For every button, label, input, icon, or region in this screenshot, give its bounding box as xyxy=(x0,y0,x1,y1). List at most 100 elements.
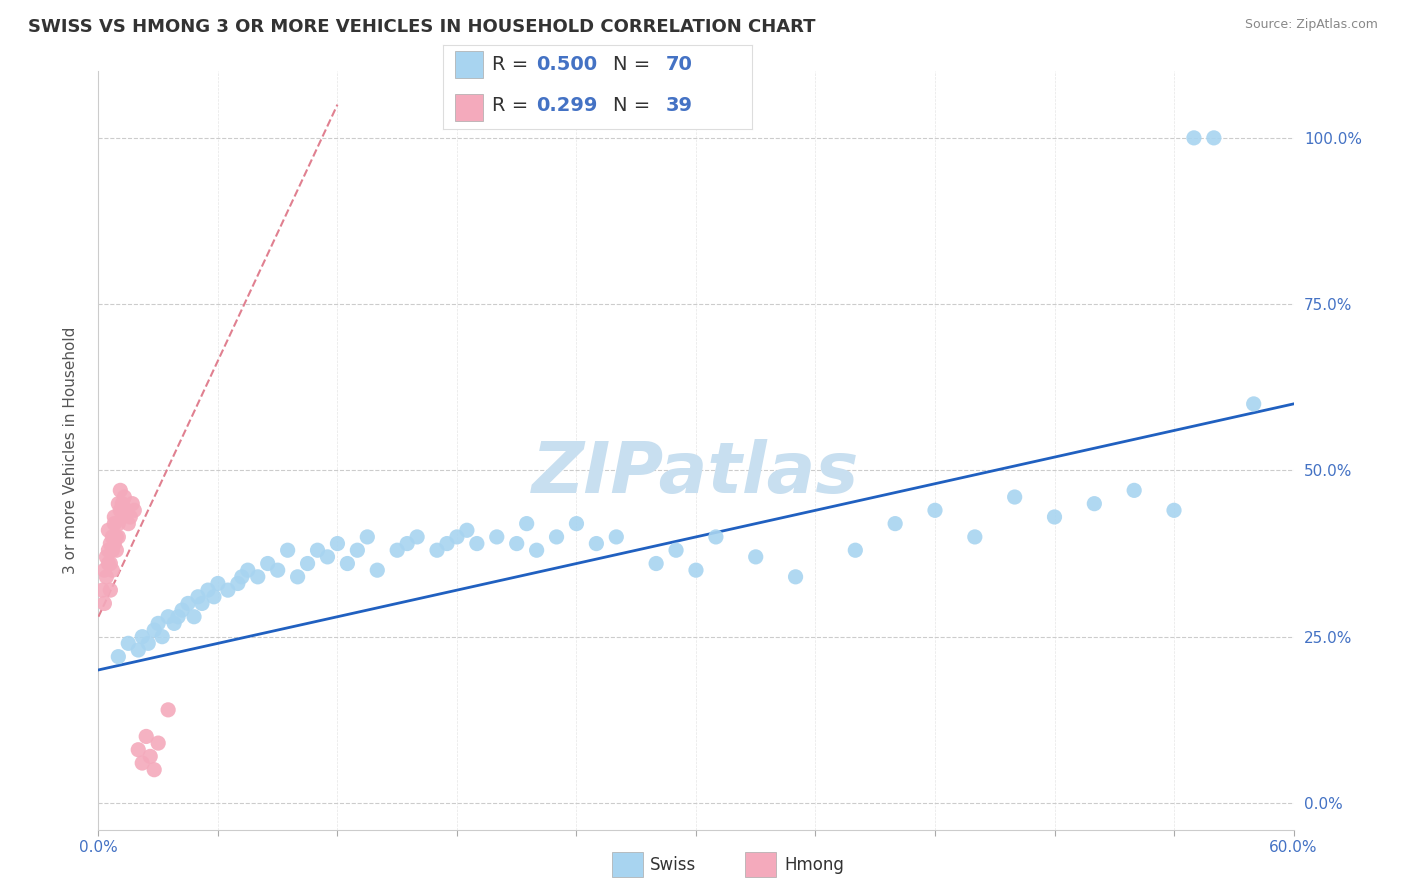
Point xyxy=(97,523,120,537)
Point xyxy=(963,530,986,544)
Text: 0.299: 0.299 xyxy=(536,96,598,115)
Point xyxy=(112,490,135,504)
Point xyxy=(426,543,449,558)
Point xyxy=(217,583,239,598)
Point xyxy=(1202,131,1225,145)
Point xyxy=(202,590,225,604)
Point xyxy=(1163,503,1185,517)
Text: 70: 70 xyxy=(665,55,693,74)
Point xyxy=(226,576,249,591)
Point xyxy=(127,643,149,657)
Point xyxy=(148,736,170,750)
Point xyxy=(91,583,114,598)
Point xyxy=(1043,510,1066,524)
Point xyxy=(356,530,378,544)
Point xyxy=(131,630,153,644)
Point xyxy=(143,623,166,637)
Point xyxy=(101,543,124,558)
Text: 39: 39 xyxy=(665,96,693,115)
Point xyxy=(326,536,349,550)
Point xyxy=(115,503,138,517)
Point xyxy=(436,536,458,550)
Point xyxy=(1123,483,1146,498)
Point xyxy=(157,703,180,717)
Point xyxy=(163,616,186,631)
Bar xyxy=(456,94,484,120)
Y-axis label: 3 or more Vehicles in Household: 3 or more Vehicles in Household xyxy=(63,326,77,574)
Text: Swiss: Swiss xyxy=(650,856,696,874)
Point xyxy=(665,543,688,558)
Text: ZIPatlas: ZIPatlas xyxy=(533,439,859,508)
Point xyxy=(485,530,508,544)
Point xyxy=(546,530,568,544)
Point xyxy=(98,536,122,550)
Point xyxy=(565,516,588,531)
Bar xyxy=(456,52,484,78)
Text: R =: R = xyxy=(492,55,534,74)
Point xyxy=(605,530,627,544)
Point xyxy=(207,576,229,591)
Point xyxy=(103,516,125,531)
Point xyxy=(197,583,219,598)
Text: N =: N = xyxy=(613,55,657,74)
Point xyxy=(1083,497,1105,511)
Text: Source: ZipAtlas.com: Source: ZipAtlas.com xyxy=(1244,18,1378,31)
Text: Hmong: Hmong xyxy=(785,856,845,874)
Point xyxy=(924,503,946,517)
Point xyxy=(157,609,180,624)
Point xyxy=(316,549,339,564)
Text: R =: R = xyxy=(492,96,534,115)
Point xyxy=(1243,397,1265,411)
Point xyxy=(277,543,299,558)
Point xyxy=(105,530,128,544)
Text: N =: N = xyxy=(613,96,657,115)
Point xyxy=(93,596,115,610)
Point xyxy=(396,536,419,550)
Point xyxy=(236,563,259,577)
Point xyxy=(506,536,529,550)
Point xyxy=(107,497,129,511)
Point xyxy=(111,497,134,511)
Point xyxy=(107,649,129,664)
Point xyxy=(120,510,142,524)
Point xyxy=(101,530,124,544)
Point xyxy=(96,549,118,564)
Point xyxy=(105,543,128,558)
Point xyxy=(287,570,309,584)
Point xyxy=(704,530,727,544)
Point xyxy=(645,557,668,571)
Point xyxy=(150,630,173,644)
Point xyxy=(785,570,807,584)
Point xyxy=(136,636,159,650)
Point xyxy=(167,609,190,624)
Point xyxy=(231,570,253,584)
Point xyxy=(107,516,129,531)
Point xyxy=(98,557,122,571)
Point xyxy=(98,583,122,598)
Point xyxy=(127,743,149,757)
Point xyxy=(191,596,214,610)
Point xyxy=(516,516,538,531)
Point xyxy=(256,557,278,571)
Point xyxy=(117,636,139,650)
Point xyxy=(297,557,319,571)
Point xyxy=(111,510,134,524)
Point xyxy=(139,749,162,764)
Point xyxy=(526,543,548,558)
Point xyxy=(97,543,120,558)
Point xyxy=(96,570,118,584)
Point xyxy=(143,763,166,777)
Point xyxy=(172,603,194,617)
Point xyxy=(117,516,139,531)
Point xyxy=(103,536,125,550)
Point xyxy=(101,563,124,577)
Point xyxy=(183,609,205,624)
Point xyxy=(93,563,115,577)
Point xyxy=(1004,490,1026,504)
Text: SWISS VS HMONG 3 OR MORE VEHICLES IN HOUSEHOLD CORRELATION CHART: SWISS VS HMONG 3 OR MORE VEHICLES IN HOU… xyxy=(28,18,815,36)
Point xyxy=(107,530,129,544)
Point xyxy=(135,730,157,744)
Point xyxy=(346,543,368,558)
Text: 0.500: 0.500 xyxy=(536,55,596,74)
Point xyxy=(366,563,388,577)
